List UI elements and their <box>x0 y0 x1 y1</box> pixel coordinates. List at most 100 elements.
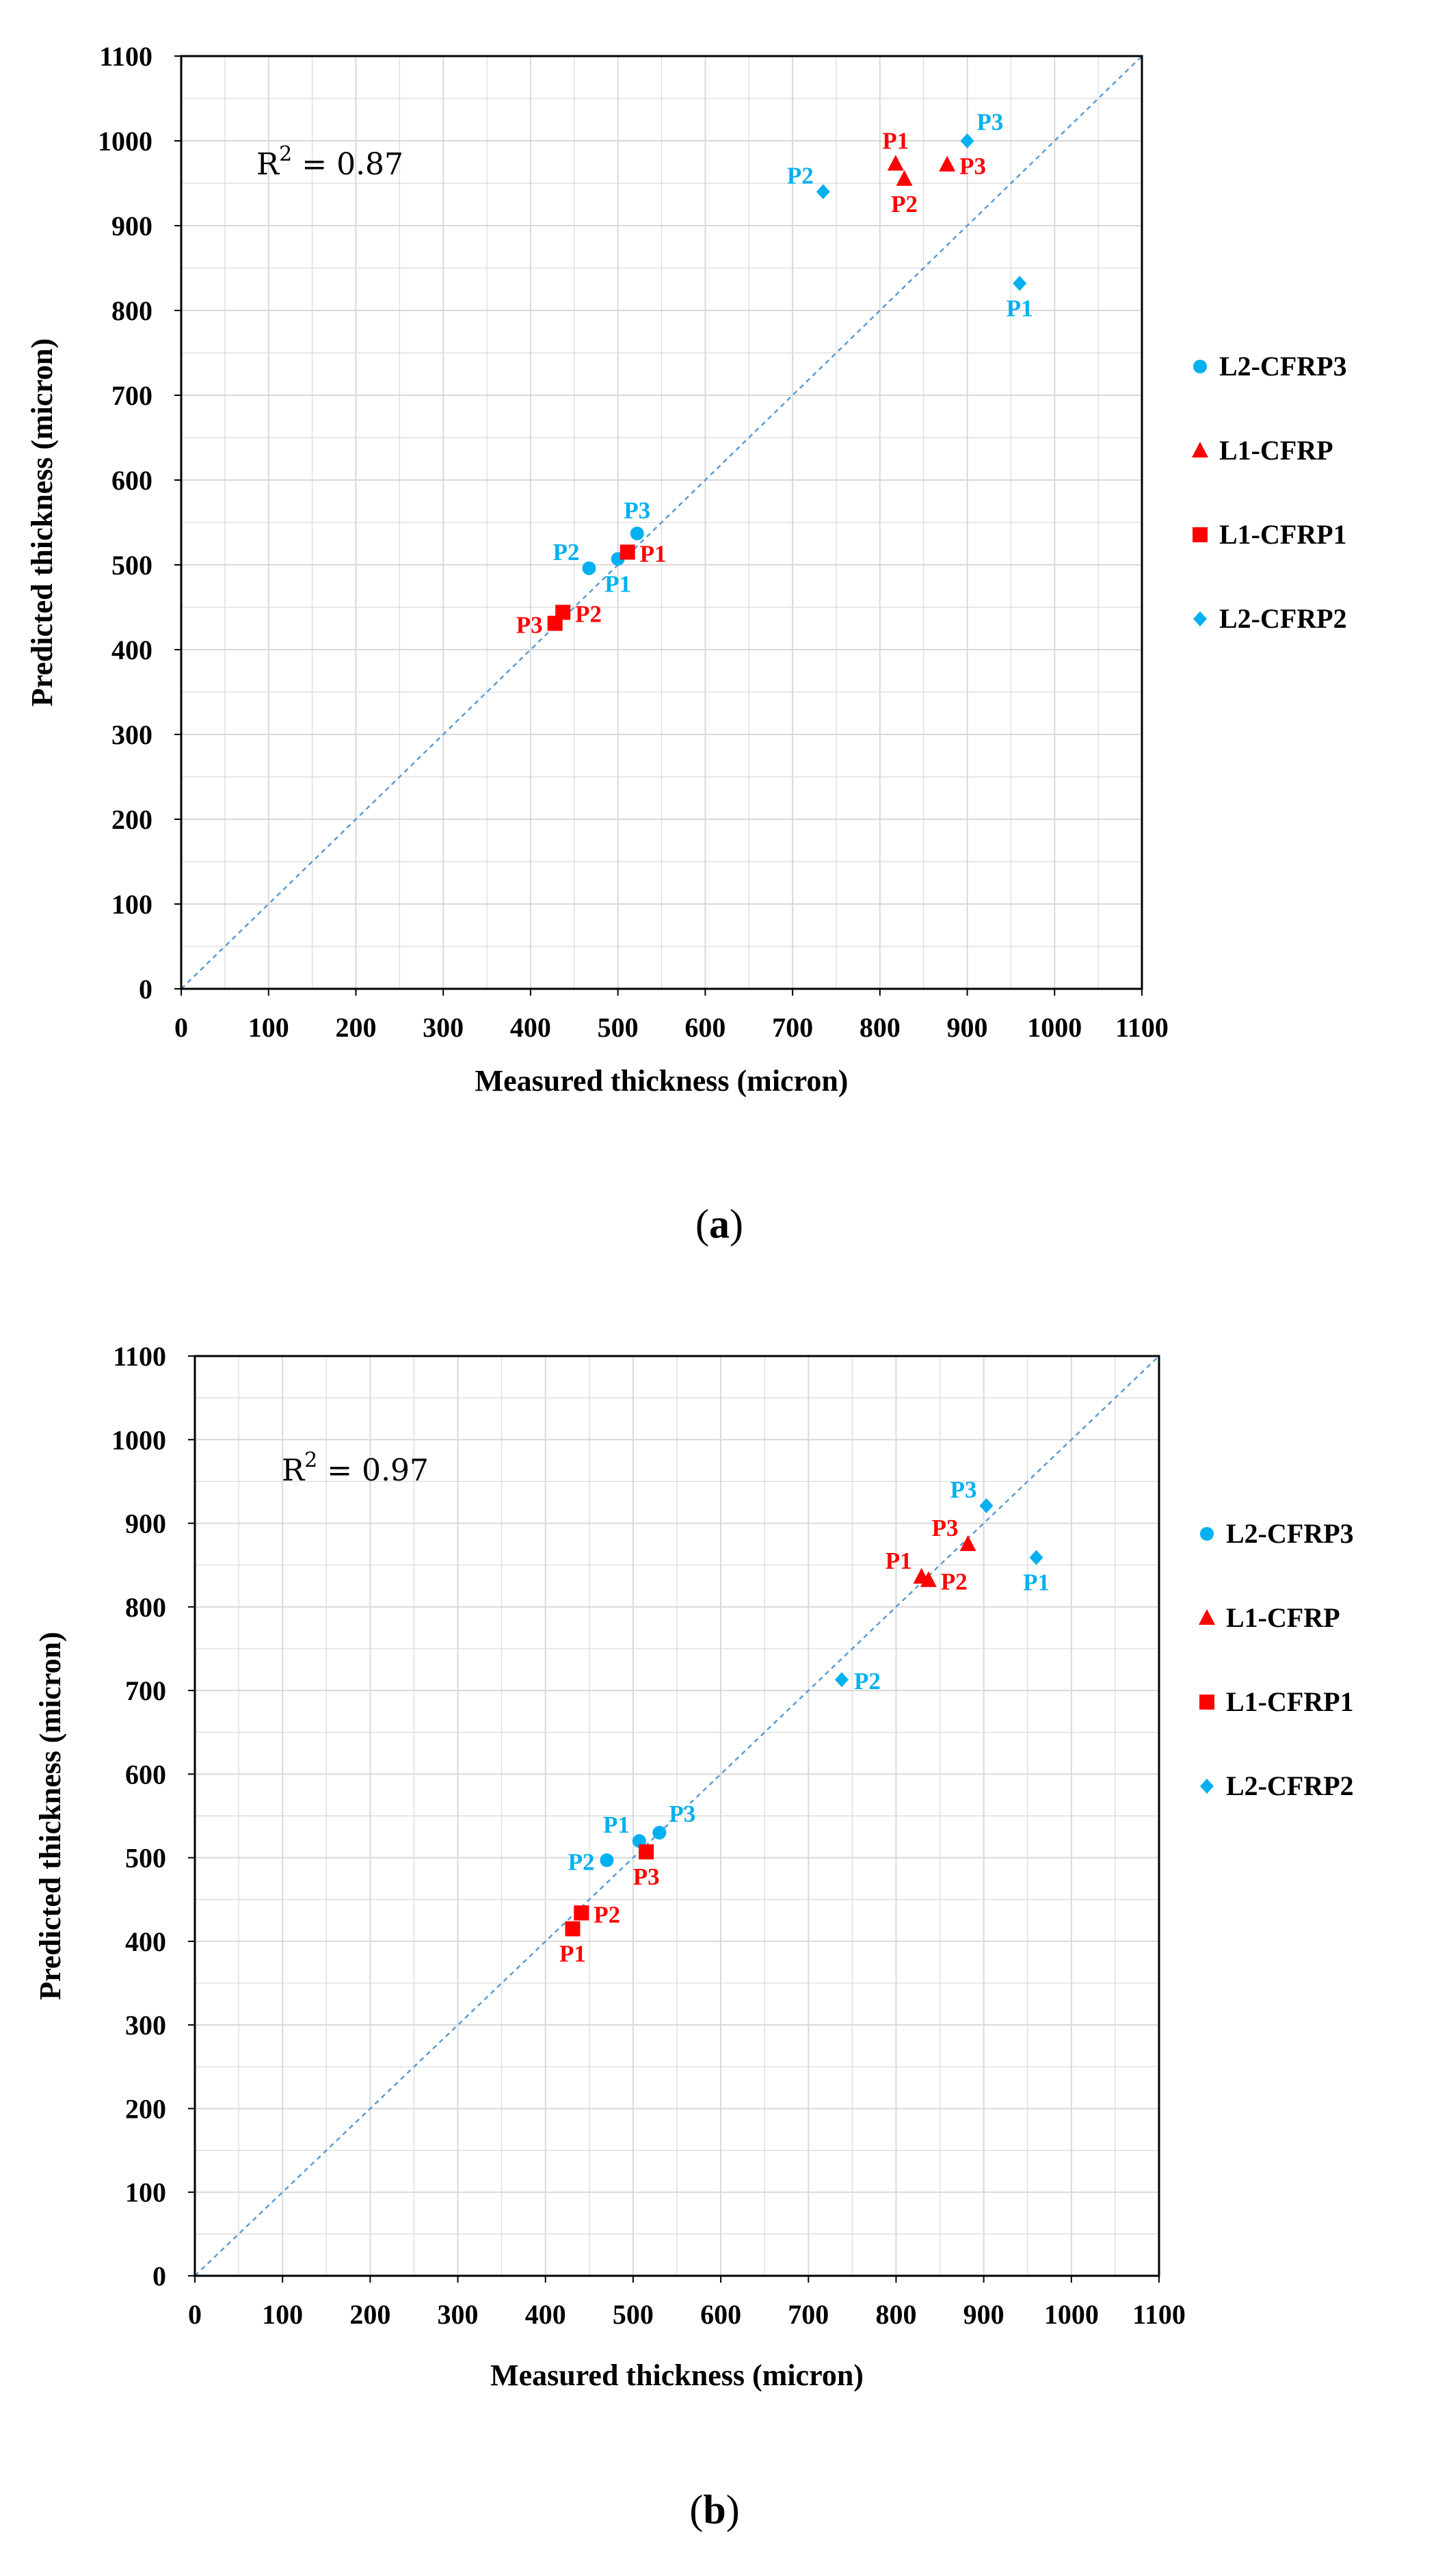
data-label: P2 <box>575 600 602 627</box>
plot-frame <box>194 1355 1160 2277</box>
diagonal-reference-line <box>181 55 1143 990</box>
data-point <box>896 170 913 186</box>
series-L2-CFRP3: P1 P2 P3 <box>568 1801 696 1875</box>
y-tick-label: 800 <box>111 295 152 326</box>
data-label: P2 <box>568 1848 595 1875</box>
x-tick-label: 1100 <box>1115 1012 1169 1043</box>
legend-marker <box>1199 1609 1215 1625</box>
x-tick-label: 800 <box>875 2299 916 2330</box>
data-label: P1 <box>1023 1569 1050 1596</box>
data-point <box>574 1905 589 1921</box>
data-label: P1 <box>604 570 631 597</box>
x-tick-label: 700 <box>788 2299 829 2330</box>
y-tick-label: 0 <box>152 2261 166 2292</box>
data-label: P1 <box>1007 295 1033 321</box>
data-point <box>834 1672 849 1688</box>
legend-marker <box>1193 611 1207 626</box>
data-point <box>652 1825 667 1840</box>
data-point <box>816 184 830 200</box>
gridlines <box>181 56 1142 989</box>
y-axis-title: Predicted thickness (micron) <box>25 338 59 707</box>
x-tick-label: 1000 <box>1044 2299 1099 2330</box>
x-tick-label: 1100 <box>1132 2299 1186 2330</box>
x-tick-label: 300 <box>438 2299 479 2330</box>
figure-caption: (b) <box>689 2487 739 2532</box>
legend-entry: L2-CFRP3 <box>1226 1518 1354 1549</box>
data-label: P2 <box>854 1668 881 1695</box>
x-tick-label: 0 <box>188 2299 202 2330</box>
y-tick-label: 200 <box>111 804 152 835</box>
legend-entry: L1-CFRP <box>1219 435 1333 466</box>
x-tick-label: 200 <box>335 1012 376 1043</box>
legend-entry: L2-CFRP2 <box>1226 1770 1354 1801</box>
plot-frame <box>180 55 1143 990</box>
y-tick-label: 300 <box>125 2010 166 2041</box>
data-point <box>920 1571 937 1587</box>
series-L1-CFRP: P1 P2 P3 <box>882 127 986 217</box>
legend-marker <box>1199 1695 1214 1710</box>
data-point <box>887 155 904 171</box>
data-label: P2 <box>553 539 580 566</box>
y-tick-label: 500 <box>111 550 152 581</box>
r-squared-annotation: R2 = 0.87 <box>256 142 403 182</box>
y-tick-label: 600 <box>125 1759 166 1790</box>
data-label: P3 <box>959 153 986 180</box>
y-tick-label: 200 <box>125 2093 166 2124</box>
chart-b: 0 100 200 300 400 500 600 700 800 900 1000 1100 0 100… <box>34 1341 1354 2532</box>
legend-entry: L2-CFRP3 <box>1219 351 1347 382</box>
y-tick-label: 0 <box>139 974 152 1005</box>
data-point <box>565 1921 581 1937</box>
legend-marker <box>1200 1779 1214 1794</box>
x-tick-label: 500 <box>613 2299 654 2330</box>
x-tick-label: 900 <box>963 2299 1004 2330</box>
legend: L2-CFRP3 L1-CFRP L1-CFRP1 L2-CFRP2 <box>1192 351 1347 634</box>
x-axis-title: Measured thickness (micron) <box>490 2359 864 2392</box>
data-point <box>547 615 563 631</box>
legend: L2-CFRP3 L1-CFRP L1-CFRP1 L2-CFRP2 <box>1199 1518 1354 1801</box>
data-label: P2 <box>891 191 918 217</box>
data-point <box>939 155 956 172</box>
data-label: P2 <box>787 162 814 189</box>
y-tick-label: 100 <box>111 889 152 920</box>
legend-marker <box>1192 442 1208 457</box>
y-tick-label: 100 <box>125 2177 166 2208</box>
gridlines <box>195 1356 1159 2276</box>
x-tick-label: 200 <box>349 2299 390 2330</box>
y-tick-label: 400 <box>125 1926 166 1957</box>
legend-entry: L1-CFRP1 <box>1219 519 1347 550</box>
y-tick-label: 1000 <box>98 126 152 157</box>
y-tick-label: 1100 <box>113 1341 166 1372</box>
legend-marker <box>1200 1527 1214 1541</box>
y-tick-label: 1100 <box>99 41 152 72</box>
data-label: P3 <box>977 109 1004 135</box>
series-L1-CFRP: P1 P2 P3 <box>886 1515 976 1595</box>
r-squared-annotation: R2 = 0.97 <box>282 1448 429 1488</box>
data-label: P1 <box>640 540 667 567</box>
data-label: P3 <box>633 1863 660 1890</box>
y-tick-label: 700 <box>125 1675 166 1706</box>
legend-marker <box>1193 360 1207 373</box>
legend-entry: L1-CFRP1 <box>1226 1686 1354 1717</box>
x-tick-label: 1000 <box>1027 1012 1082 1043</box>
data-point <box>960 133 974 148</box>
x-tick-label: 400 <box>510 1012 551 1043</box>
x-tick-label: 600 <box>684 1012 725 1043</box>
data-point <box>582 561 596 575</box>
data-point <box>959 1535 976 1552</box>
data-label: P2 <box>941 1569 968 1595</box>
data-point <box>630 527 644 541</box>
data-label: P3 <box>624 497 650 524</box>
x-tick-label: 700 <box>772 1012 813 1043</box>
x-tick-label: 300 <box>423 1012 464 1043</box>
figure-caption: (a) <box>695 1201 743 1247</box>
y-tick-label: 400 <box>111 635 152 665</box>
x-tick-label: 800 <box>860 1012 901 1043</box>
data-label: P3 <box>950 1476 977 1503</box>
data-label: P2 <box>594 1901 620 1928</box>
x-tick-label: 500 <box>598 1012 639 1043</box>
y-tick-label: 900 <box>111 211 152 241</box>
y-tick-label: 500 <box>125 1843 166 1874</box>
